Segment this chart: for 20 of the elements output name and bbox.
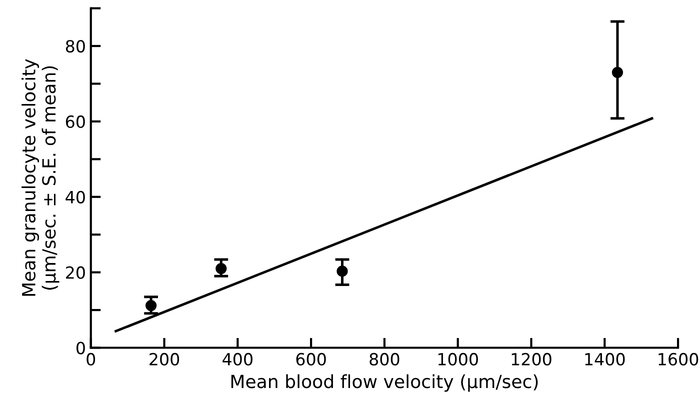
y-tick-label: 40: [66, 190, 85, 204]
x-tick-label: 1000: [438, 352, 478, 366]
point: [216, 262, 227, 274]
point: [146, 300, 157, 312]
x-tick-label: 1600: [658, 352, 698, 366]
x-tick-label: 1400: [585, 352, 625, 366]
x-tick-label: 600: [296, 352, 326, 366]
x-axis-title: Mean blood flow velocity (μm/sec): [231, 374, 538, 392]
y-axis-title: Mean granulocyte velocity (μm/sec. ± S.E. of mean): [22, 59, 60, 296]
x-tick-label: 200: [150, 352, 180, 366]
point: [612, 66, 624, 78]
y-tick-label: 20: [66, 266, 85, 279]
y-tick-label: 0: [76, 342, 85, 354]
x-tick-label: 0: [86, 352, 96, 366]
point: [336, 266, 348, 277]
y-tick-label: 60: [66, 115, 85, 128]
x-tick-label: 800: [370, 352, 400, 366]
y-tick-label: 80: [66, 40, 85, 53]
x-tick-label: 1200: [512, 352, 552, 366]
x-tick-label: 400: [222, 352, 252, 366]
